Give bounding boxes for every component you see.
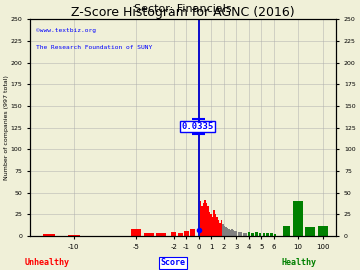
Bar — [233, 230, 234, 236]
Text: ©www.textbiz.org: ©www.textbiz.org — [36, 28, 96, 33]
Bar — [243, 232, 245, 236]
Bar — [234, 231, 236, 236]
Bar — [293, 201, 302, 236]
Text: The Research Foundation of SUNY: The Research Foundation of SUNY — [36, 45, 152, 50]
Text: Score: Score — [160, 258, 185, 267]
Bar — [207, 206, 209, 236]
Bar — [202, 206, 203, 236]
Text: 0.0335: 0.0335 — [181, 122, 214, 131]
Bar — [262, 233, 265, 236]
Bar — [211, 214, 212, 236]
Bar — [274, 234, 276, 236]
Text: Healthy: Healthy — [281, 258, 316, 267]
Bar — [221, 220, 222, 236]
Bar — [204, 200, 206, 236]
Bar — [209, 212, 211, 236]
Bar — [266, 233, 269, 236]
Bar — [177, 232, 183, 236]
Title: Z-Score Histogram for AGNC (2016): Z-Score Histogram for AGNC (2016) — [71, 6, 295, 19]
Bar — [200, 201, 202, 236]
Y-axis label: Number of companies (997 total): Number of companies (997 total) — [4, 75, 9, 180]
Bar — [218, 220, 220, 236]
Bar — [318, 226, 328, 236]
Bar — [198, 19, 199, 236]
Bar — [184, 231, 189, 236]
Text: Unhealthy: Unhealthy — [24, 258, 69, 267]
Bar — [238, 232, 240, 236]
Bar — [224, 226, 225, 236]
Bar — [227, 228, 229, 236]
Bar — [283, 226, 290, 236]
Bar — [190, 229, 195, 236]
Bar — [206, 203, 207, 236]
Bar — [248, 232, 250, 236]
Bar — [305, 227, 315, 236]
Bar — [220, 223, 221, 236]
Bar — [203, 203, 204, 236]
Bar — [42, 234, 55, 236]
Bar — [171, 232, 176, 236]
Bar — [240, 232, 242, 236]
Bar — [225, 227, 227, 236]
Bar — [131, 229, 141, 236]
Bar — [246, 232, 247, 236]
Bar — [270, 233, 273, 236]
Bar — [259, 232, 261, 236]
Bar — [230, 230, 231, 236]
Bar — [216, 217, 218, 236]
Bar — [144, 233, 154, 236]
Bar — [255, 232, 257, 236]
Bar — [213, 210, 215, 236]
Bar — [229, 229, 230, 236]
Bar — [251, 232, 254, 236]
Bar — [222, 224, 224, 236]
Bar — [156, 232, 166, 236]
Bar — [236, 231, 238, 236]
Bar — [212, 217, 213, 236]
Bar — [68, 235, 80, 236]
Text: Sector: Financials: Sector: Financials — [134, 4, 232, 14]
Bar — [215, 214, 216, 236]
Bar — [231, 229, 233, 236]
